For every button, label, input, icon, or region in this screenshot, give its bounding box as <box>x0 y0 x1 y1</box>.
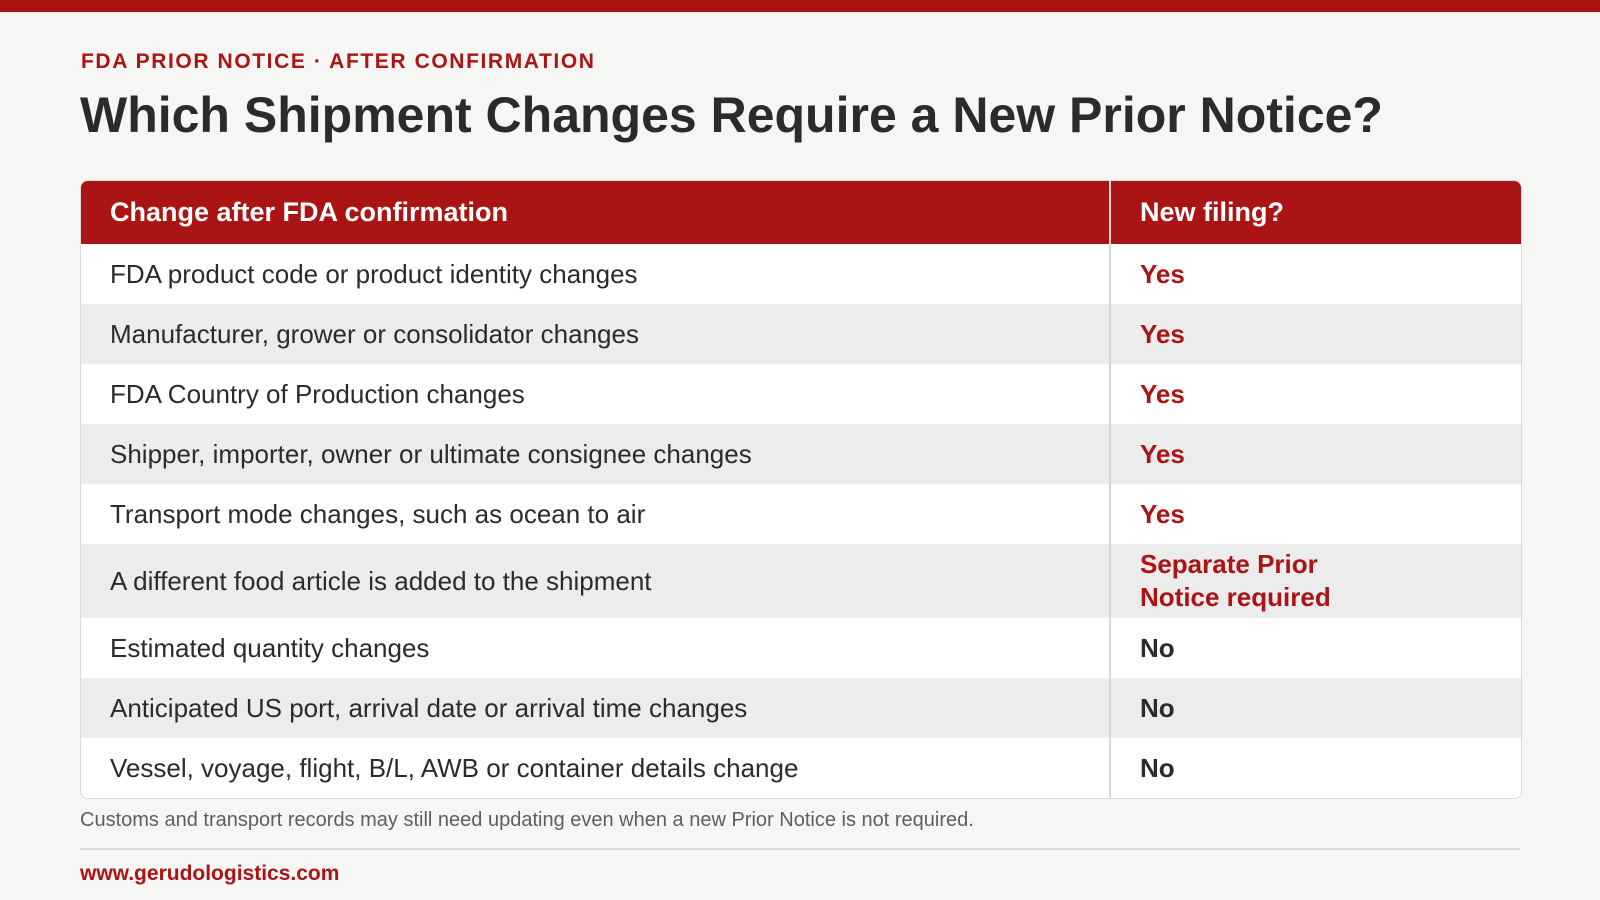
top-accent-bar <box>0 0 1600 12</box>
change-cell: FDA product code or product identity cha… <box>81 244 1110 304</box>
table-row: Estimated quantity changes No <box>81 618 1521 678</box>
table-row: Transport mode changes, such as ocean to… <box>81 484 1521 544</box>
page-title: Which Shipment Changes Require a New Pri… <box>80 87 1383 143</box>
website-link[interactable]: www.gerudologistics.com <box>80 862 340 885</box>
eyebrow-label: FDA PRIOR NOTICE · AFTER CONFIRMATION <box>81 50 596 73</box>
footer-divider <box>80 848 1520 850</box>
new-filing-cell: Yes <box>1109 424 1521 484</box>
change-cell: Vessel, voyage, flight, B/L, AWB or cont… <box>81 738 1110 798</box>
table-row: A different food article is added to the… <box>81 544 1521 618</box>
column-header-new-filing: New filing? <box>1109 181 1521 244</box>
change-cell: Anticipated US port, arrival date or arr… <box>81 678 1110 738</box>
new-filing-cell: Yes <box>1109 304 1521 364</box>
table-row: FDA product code or product identity cha… <box>81 244 1521 304</box>
change-cell: Manufacturer, grower or consolidator cha… <box>81 304 1110 364</box>
new-filing-cell: Yes <box>1109 244 1521 304</box>
table-header-row: Change after FDA confirmation New filing… <box>81 181 1521 244</box>
changes-table-card: Change after FDA confirmation New filing… <box>80 180 1522 799</box>
change-cell: Shipper, importer, owner or ultimate con… <box>81 424 1110 484</box>
changes-table: Change after FDA confirmation New filing… <box>81 181 1521 798</box>
table-row: Manufacturer, grower or consolidator cha… <box>81 304 1521 364</box>
table-row: Anticipated US port, arrival date or arr… <box>81 678 1521 738</box>
column-header-change: Change after FDA confirmation <box>81 181 1110 244</box>
footnote: Customs and transport records may still … <box>80 809 974 831</box>
change-cell: FDA Country of Production changes <box>81 364 1110 424</box>
new-filing-cell: Separate Prior Notice required <box>1109 544 1521 618</box>
new-filing-cell: No <box>1109 618 1521 678</box>
new-filing-cell: Yes <box>1109 484 1521 544</box>
change-cell: Estimated quantity changes <box>81 618 1110 678</box>
new-filing-cell: No <box>1109 678 1521 738</box>
change-cell: Transport mode changes, such as ocean to… <box>81 484 1110 544</box>
table-row: Vessel, voyage, flight, B/L, AWB or cont… <box>81 738 1521 798</box>
change-cell: A different food article is added to the… <box>81 544 1110 618</box>
table-row: FDA Country of Production changes Yes <box>81 364 1521 424</box>
new-filing-cell: No <box>1109 738 1521 798</box>
new-filing-cell: Yes <box>1109 364 1521 424</box>
table-row: Shipper, importer, owner or ultimate con… <box>81 424 1521 484</box>
